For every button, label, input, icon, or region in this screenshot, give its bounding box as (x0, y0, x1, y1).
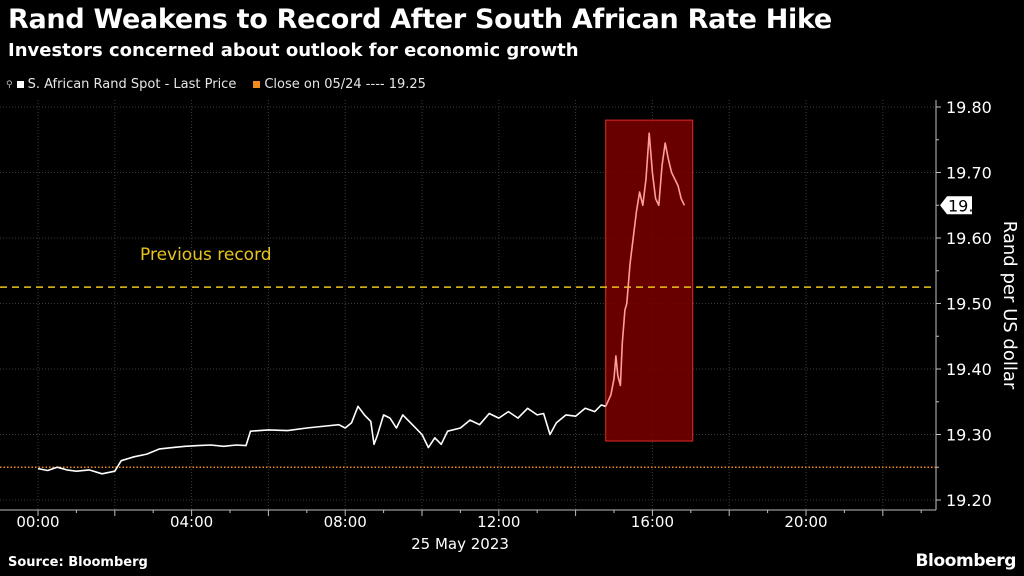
axes (0, 100, 941, 516)
x-tick-label: 08:00 (324, 513, 367, 531)
bloomberg-logo: Bloomberg (915, 551, 1016, 571)
y-tick-label: 19.70 (946, 164, 992, 183)
chart-labels: 19.80 19.70 19.60 19.50 19.40 19.30 19.20 00:00… (16, 98, 1020, 553)
legend-swatch-close (253, 81, 261, 88)
x-axis-label: 25 May 2023 (411, 535, 509, 553)
x-tick-label: 20:00 (784, 513, 827, 531)
chart-title: Rand Weakens to Record After South Afric… (8, 4, 832, 35)
series-line-rand-highlight (604, 132, 686, 407)
last-price-tag (940, 196, 972, 215)
y-tick-label: 19.40 (946, 360, 992, 379)
x-tick-label: 12:00 (477, 513, 520, 531)
chart-marks (0, 119, 936, 475)
x-tick-label: 00:00 (16, 513, 59, 531)
y-tick-label: 19.50 (946, 295, 992, 314)
x-tick-label: 16:00 (631, 513, 674, 531)
grid (0, 100, 936, 510)
y-tick-label: 19.60 (946, 229, 992, 248)
legend: ⚲ S. African Rand Spot - Last Price Clos… (6, 77, 426, 92)
y-tick-label: 19.20 (946, 491, 992, 510)
legend-label-close: Close on 05/24 ---- 19.25 (264, 77, 426, 92)
annotation-previous-record: Previous record (140, 245, 272, 265)
y-tick-label: 19.80 (946, 98, 992, 117)
pin-icon: ⚲ (6, 79, 13, 90)
x-tick-label: 04:00 (170, 513, 213, 531)
y-tick-label: 19.30 (946, 426, 992, 445)
chart-subtitle: Investors concerned about outlook for ec… (8, 40, 579, 61)
legend-label-rand: S. African Rand Spot - Last Price (27, 77, 237, 92)
y-axis-title: Rand per US dollar (999, 221, 1020, 390)
source-note: Source: Bloomberg (8, 555, 148, 570)
last-price-label: 19.65 (948, 196, 994, 215)
highlight-box (605, 119, 694, 442)
legend-swatch-rand (16, 81, 24, 88)
series-line-rand (37, 404, 606, 475)
